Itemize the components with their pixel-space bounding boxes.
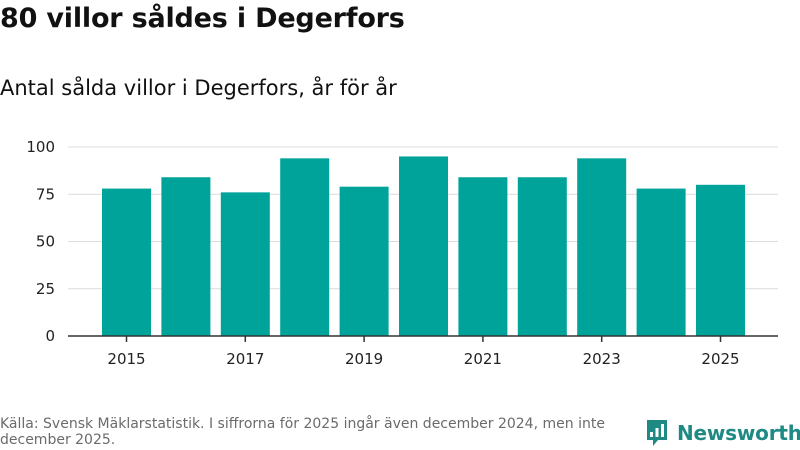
- bar-2016: [161, 177, 211, 336]
- bar-2018: [280, 158, 330, 336]
- bars: [102, 156, 745, 336]
- newsworthy-logo: Newsworthy: [645, 418, 800, 448]
- bar-2024: [636, 188, 686, 336]
- bar-2022: [517, 177, 567, 336]
- x-tick-label-2025: 2025: [701, 350, 739, 368]
- bar-2019: [339, 186, 389, 336]
- y-tick-label-0: 0: [45, 327, 55, 345]
- bar-2020: [399, 156, 448, 336]
- y-tick-label-25: 25: [36, 280, 55, 298]
- y-tick-label-50: 50: [36, 233, 55, 251]
- bar-2017: [220, 192, 270, 336]
- bar-2025: [696, 184, 745, 336]
- bar-chart-badge-icon: [647, 420, 667, 446]
- x-tick-label-2021: 2021: [464, 350, 502, 368]
- tick-labels: 0 25 50 75 100 2015 2017 2019 2021 2023 2025: [26, 138, 739, 368]
- chart-title: 80 villor såldes i Degerfors: [0, 3, 405, 34]
- source-note: Källa: Svensk Mäklarstatistik. I siffror…: [0, 416, 605, 448]
- x-tick-label-2023: 2023: [583, 350, 621, 368]
- y-tick-label-100: 100: [26, 138, 55, 156]
- x-tick-label-2017: 2017: [226, 350, 264, 368]
- brand-name: Newsworthy: [677, 421, 800, 445]
- chart-subtitle: Antal sålda villor i Degerfors, år för å…: [0, 76, 397, 100]
- bar-2021: [458, 177, 508, 336]
- bar-2015: [102, 188, 151, 336]
- bar-2023: [577, 158, 627, 336]
- x-tick-label-2019: 2019: [345, 350, 383, 368]
- axes: [68, 335, 778, 342]
- y-tick-label-75: 75: [36, 185, 55, 203]
- x-tick-label-2015: 2015: [107, 350, 145, 368]
